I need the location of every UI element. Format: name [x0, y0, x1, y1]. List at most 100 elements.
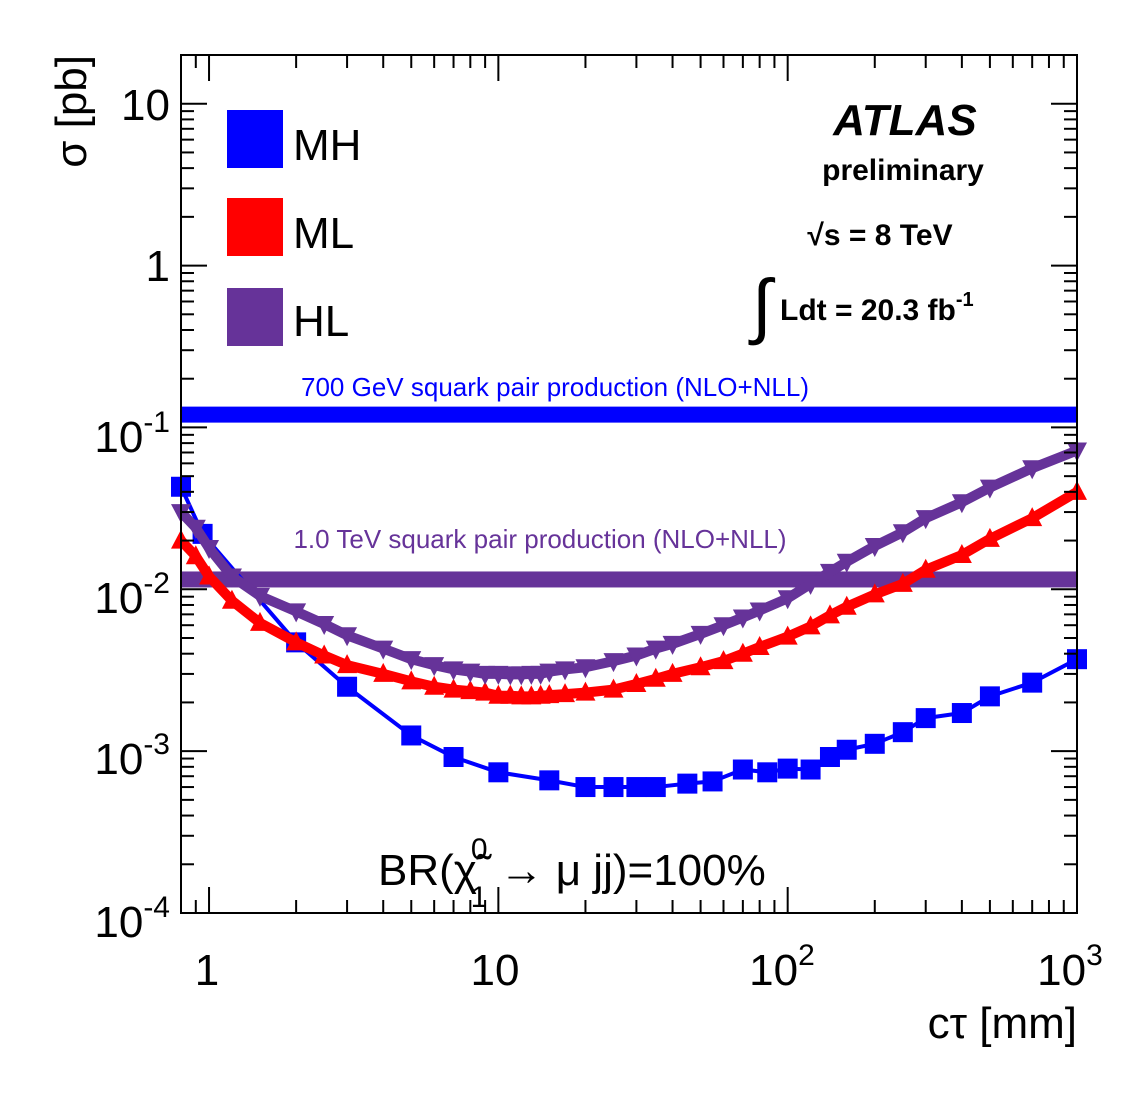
data-point-ml	[626, 672, 647, 692]
data-point-hl	[199, 539, 220, 559]
data-point-ml	[249, 611, 270, 631]
data-point-hl	[249, 587, 270, 607]
atlas-label: ATLAS	[832, 96, 976, 145]
data-point-ml	[1022, 507, 1043, 527]
data-point-mh	[337, 676, 358, 697]
data-point-mh	[575, 777, 596, 798]
energy-label: √s = 8 TeV	[807, 219, 952, 252]
data-point-mh	[892, 722, 913, 743]
data-point-ml	[915, 558, 936, 578]
legend: MH ML HL	[227, 110, 361, 346]
data-point-ml	[555, 683, 576, 703]
experiment-info: ATLAS preliminary √s = 8 TeV ∫ Ldt = 20.…	[748, 96, 984, 346]
data-point-hl	[401, 651, 422, 671]
data-point-hl	[539, 663, 560, 683]
data-point-mh	[864, 733, 885, 754]
y-tick-label-10: 10	[121, 81, 170, 130]
data-point-ml	[539, 684, 560, 704]
plot-frame	[180, 54, 1078, 914]
data-point-ml	[836, 595, 857, 615]
data-point-hl	[460, 663, 481, 683]
data-point-hl	[864, 538, 885, 558]
data-point-ml	[337, 654, 358, 674]
preliminary-label: preliminary	[822, 154, 984, 187]
legend-label-hl: HL	[293, 297, 349, 346]
data-point-hl	[690, 625, 711, 645]
data-point-hl	[819, 563, 840, 583]
data-point-mh	[819, 747, 840, 768]
data-point-hl	[777, 590, 798, 610]
data-point-hl	[555, 661, 576, 681]
data-point-ml	[475, 681, 496, 701]
data-point-mh	[626, 777, 647, 798]
data-point-mh	[443, 747, 464, 768]
legend-label-ml: ML	[293, 209, 354, 258]
x-tick-label-1: 1	[195, 946, 219, 995]
data-point-hl	[1022, 460, 1043, 480]
ref-line-label-1tev: 1.0 TeV squark pair production (NLO+NLL)	[293, 524, 786, 554]
data-point-hl	[424, 657, 445, 677]
y-tick-label-0.001: 10-3	[94, 728, 170, 784]
data-point-ml	[645, 667, 666, 687]
data-point-hl	[979, 479, 1000, 499]
data-point-mh	[603, 777, 624, 798]
reference-lines	[181, 406, 1077, 588]
data-point-ml	[864, 583, 885, 603]
legend-swatch-ml	[227, 198, 283, 256]
data-point-ml	[199, 565, 220, 585]
data-point-mh	[800, 759, 821, 780]
data-point-ml	[749, 635, 770, 655]
data-point-hl	[314, 616, 335, 636]
data-point-ml	[314, 644, 335, 664]
data-point-mh	[951, 703, 972, 724]
data-point-ml	[662, 662, 683, 682]
data-point-ml	[221, 589, 242, 609]
data-point-mh	[488, 762, 509, 783]
data-point-hl	[373, 640, 394, 660]
data-point-hl	[475, 665, 496, 685]
data-point-mh	[702, 771, 723, 792]
data-point-hl	[626, 647, 647, 667]
data-point-mh	[979, 686, 1000, 707]
data-point-hl	[915, 510, 936, 530]
data-point-ml	[401, 670, 422, 690]
data-point-mh	[732, 759, 753, 780]
data-point-ml	[185, 545, 206, 565]
data-point-mh	[1022, 672, 1043, 693]
data-point-ml	[892, 572, 913, 592]
legend-swatch-mh	[227, 110, 283, 168]
data-point-hl	[732, 609, 753, 629]
data-point-hl	[221, 568, 242, 588]
axis-ticks	[180, 54, 1078, 914]
branching-ratio-label: BR(χ̃0 1 → μ jj)=100%	[378, 833, 766, 914]
data-point-hl	[951, 494, 972, 514]
ref-line-label-700gev: 700 GeV squark pair production (NLO+NLL)	[301, 372, 809, 402]
data-point-hl	[892, 524, 913, 544]
integral-sign: ∫	[748, 266, 776, 346]
data-point-ml	[690, 656, 711, 676]
data-point-ml	[713, 650, 734, 670]
data-point-ml	[603, 678, 624, 698]
y-tick-label-0.0001: 10-4	[94, 891, 170, 947]
x-tick-label-100: 102	[749, 939, 815, 995]
data-point-hl	[662, 635, 683, 655]
series-ml	[171, 480, 1087, 705]
data-point-hl	[749, 602, 770, 622]
data-point-hl	[185, 519, 206, 539]
data-point-mh	[836, 739, 857, 760]
data-point-hl	[575, 659, 596, 679]
data-point-mh	[539, 770, 560, 791]
data-point-ml	[951, 543, 972, 563]
x-axis-title: cτ [mm]	[928, 999, 1077, 1048]
reference-band-0	[181, 406, 1077, 423]
data-point-ml	[443, 678, 464, 698]
y-axis-title: σ [pb]	[47, 55, 96, 168]
data-point-ml	[777, 625, 798, 645]
data-point-hl	[800, 575, 821, 595]
data-point-mh	[777, 758, 798, 779]
data-point-ml	[460, 680, 481, 700]
data-point-ml	[819, 604, 840, 624]
legend-swatch-hl	[227, 288, 283, 346]
x-tick-label-10: 10	[471, 946, 520, 995]
